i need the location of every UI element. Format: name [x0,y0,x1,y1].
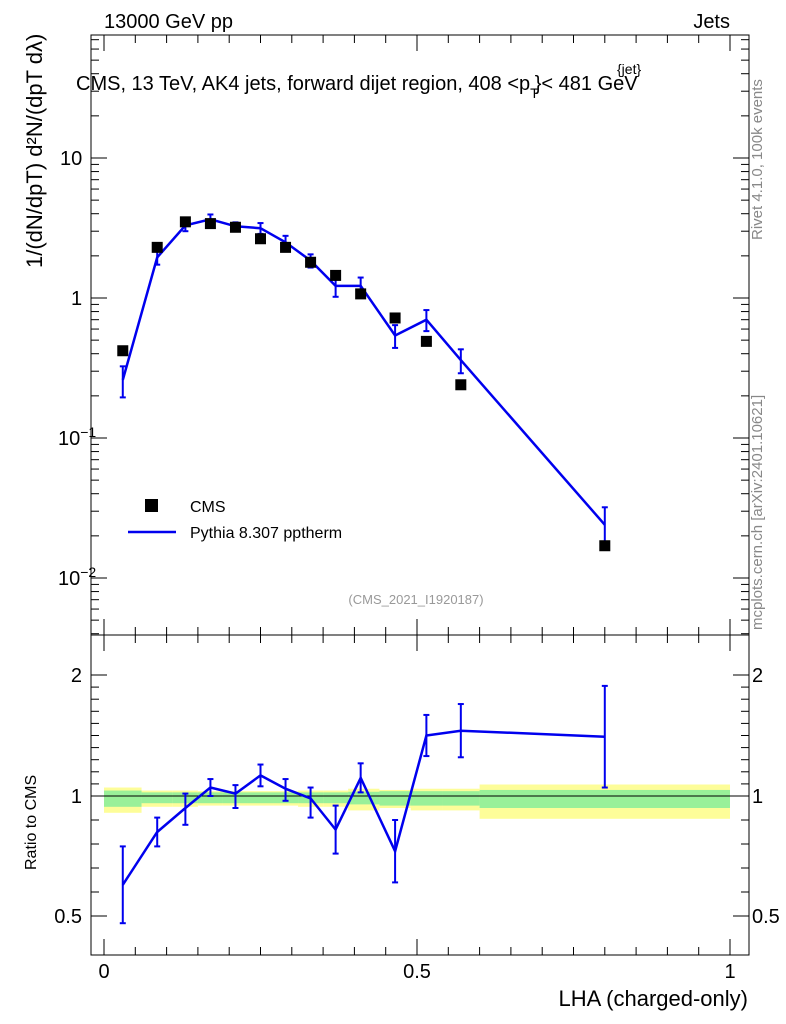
x-tick-label: 1 [724,961,735,983]
main-y-axis-label-text: 1/(dN/dpT) d²N/(dpT dλ) [22,34,47,268]
ratio-y-tick-label: 0.5 [54,906,82,928]
ratio-plot-ticks: 0.5 0.5 1 1 2 2 0 0.5 1 [54,635,780,983]
band-inner-segment [410,791,443,806]
legend-cms-label: CMS [190,499,226,516]
ratio-y-tick-label: 2 [71,665,82,687]
main-y-tick-label: 10−2 [58,564,96,590]
main-y-tick-label: 10 [60,148,82,170]
ratio-plot-frame [90,634,750,956]
legend-cms-marker [145,499,158,512]
cms-data-point [455,379,467,391]
x-axis-label: LHA (charged-only) [558,986,748,1011]
band-inner-segment [104,790,142,807]
cms-data-point [179,216,191,228]
ratio-plot-marks [119,684,608,925]
cms-data-point [330,269,342,281]
ratio-series-line [121,729,605,886]
cms-data-point [255,233,266,245]
band-inner-segment [379,791,411,806]
x-tick-label: 0 [98,961,109,983]
cms-data-point [280,241,292,253]
rivet-version-label: Rivet 4.1.0, 100k events [749,79,766,240]
process-label: Jets [693,11,730,33]
band-inner-segment [141,792,173,804]
energy-label: 13000 GeV pp [104,11,233,33]
mcplots-label: mcplots.cern.ch [arXiv:2401.10621] [749,395,766,630]
ratio-y-tick-label-right: 1 [752,786,763,808]
cms-data-point [420,335,432,347]
band-inner-segment [323,792,349,804]
plot-title-superscript: {jet} [617,61,641,77]
analysis-tag: (CMS_2021_I1920187) [348,592,483,607]
mc-series-line [121,218,606,526]
ratio-y-tick-label-right: 2 [752,665,763,687]
legend-mc-label: Pythia 8.307 pptherm [190,525,342,542]
band-inner-segment [442,791,480,806]
plot-title: CMS, 13 TeV, AK4 jets, forward dijet reg… [76,73,638,101]
ratio-y-axis-label: Ratio to CMS [23,775,40,870]
main-plot-marks [117,213,611,552]
cms-data-point [599,540,611,552]
main-y-tick-label: 1 [71,288,82,310]
ratio-uncertainty-band [104,784,730,819]
cms-data-point [229,221,241,233]
ratio-y-tick-label: 1 [71,786,82,808]
ratio-plot-panel: 0.5 0.5 1 1 2 2 0 0.5 1 Ratio to CMS LHA (charge… [23,634,780,1011]
band-inner-segment [479,789,730,808]
x-tick-label: 0.5 [403,961,431,983]
cms-data-point [389,312,401,324]
main-plot-frame [90,34,750,636]
main-y-axis-label: 1/(dN/dpT) d²N/(dpT dλ) [22,34,47,268]
ratio-y-tick-label-right: 0.5 [752,906,780,928]
cms-data-point [355,288,367,300]
cms-data-point [151,241,163,253]
cms-data-point [305,256,317,268]
band-inner-segment [197,792,223,804]
cms-data-point [117,345,129,357]
band-inner-segment [247,792,274,804]
cms-data-point [204,218,216,230]
